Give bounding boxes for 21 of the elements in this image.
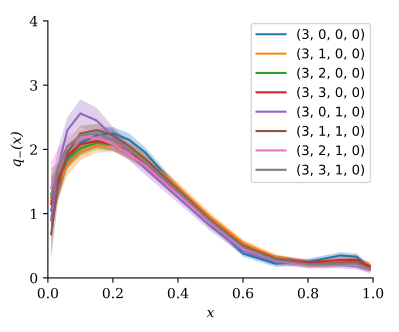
x-axis-title: x [206,310,214,318]
y-tick-label: 4 [30,16,38,26]
legend-label: (3, 3, 0, 0) [297,86,364,99]
y-tick-label: 3 [30,80,38,91]
legend-label: (3, 0, 1, 0) [297,106,364,118]
legend-label: (3, 2, 1, 0) [297,145,364,157]
x-tick-label: 0.2 [102,288,123,298]
y-tick-label: 0 [30,272,38,284]
x-tick-label: 0.4 [168,288,188,298]
x-tick-label: 0.8 [298,288,318,298]
x-tick-label: 0.0 [38,288,58,298]
x-tick-label: 1.0 [364,288,384,298]
legend-label: (3, 2, 0, 0) [297,68,364,80]
y-tick-label: 1 [31,208,36,219]
y-axis-title: q$_{−}$(x) [10,132,24,166]
legend-label: (3, 1, 0, 0) [297,48,364,60]
y-tick-label: 2 [30,144,37,155]
legend-label: (3, 0, 0, 0) [297,28,364,41]
x-tick-label: 0.6 [232,288,254,298]
legend-label: (3, 1, 1, 0) [297,126,364,138]
legend-label: (3, 3, 1, 0) [297,164,364,176]
